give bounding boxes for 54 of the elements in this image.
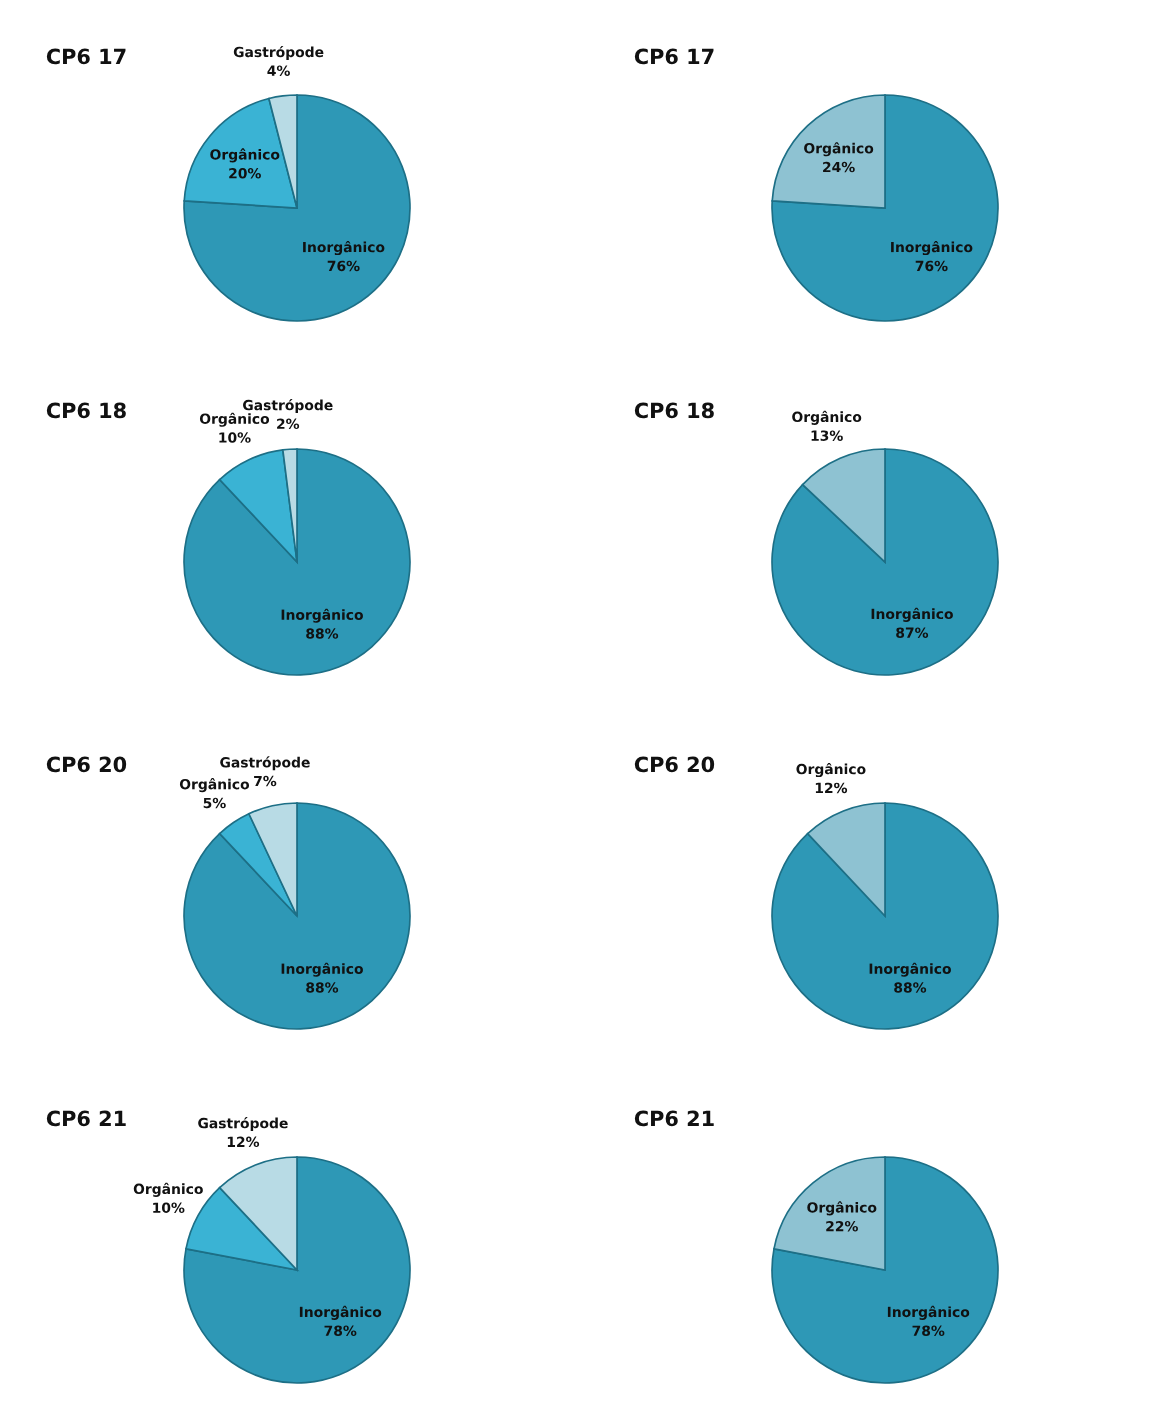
data-label: 20%: [229, 168, 261, 179]
slice-label: Gastrópode: [198, 1117, 288, 1132]
slice-label: Gastrópode: [233, 45, 324, 60]
data-label: 76%: [915, 260, 948, 272]
slice-label: Orgânico: [179, 778, 250, 793]
pie-slice: [771, 448, 999, 676]
slice-label: Inorgânico: [869, 962, 951, 977]
data-label: 7%: [254, 775, 277, 787]
data-label: 5%: [203, 797, 226, 809]
slice-label: Orgânico: [807, 1201, 877, 1216]
pie-slice: [771, 94, 999, 322]
pie-slice: [771, 802, 999, 1030]
data-label: 88%: [894, 982, 927, 993]
data-label: 22%: [826, 1220, 858, 1232]
chart-title: CP6 17: [634, 48, 714, 65]
slice-label: Inorgânico: [281, 608, 363, 623]
pie-slice: [183, 94, 411, 322]
data-label: 24%: [823, 161, 855, 173]
data-label: 88%: [306, 628, 339, 639]
data-label: 2%: [277, 418, 300, 430]
chart-title: CP6 21: [634, 1110, 714, 1127]
data-label: 13%: [811, 430, 843, 441]
data-label: 10%: [153, 1202, 185, 1213]
slice-label: Gastrópode: [220, 756, 310, 771]
data-label: 78%: [912, 1325, 945, 1336]
slice-label: Orgânico: [199, 412, 270, 427]
data-label: 76%: [327, 260, 360, 272]
slice-label: Inorgânico: [871, 607, 953, 622]
data-label: 12%: [227, 1136, 260, 1148]
data-label: 88%: [306, 982, 339, 993]
chart-title: CP6 20: [46, 756, 127, 773]
data-label: 10%: [219, 432, 251, 443]
chart-title: CP6 18: [634, 402, 714, 419]
slice-label: Inorgânico: [281, 962, 363, 977]
pie-slice: [183, 448, 411, 676]
chart-title: CP6 17: [46, 48, 126, 65]
slice-label: Inorgânico: [887, 1305, 970, 1320]
slice-label: Inorgânico: [299, 1305, 382, 1320]
slice-label: Orgânico: [804, 142, 874, 157]
data-label: 78%: [324, 1325, 357, 1336]
chart-title: CP6 20: [634, 756, 715, 773]
pie-slice: [771, 1156, 999, 1384]
slice-label: Orgânico: [133, 1182, 203, 1197]
data-label: 4%: [267, 65, 290, 76]
slice-label: Orgânico: [792, 410, 862, 425]
slice-label: Orgânico: [796, 763, 866, 778]
slice-label: Gastrópode: [243, 399, 333, 414]
data-label: 87%: [896, 627, 929, 638]
data-label: 12%: [815, 782, 848, 794]
slice-label: Orgânico: [210, 148, 280, 163]
slice-label: Inorgânico: [891, 241, 973, 256]
chart-title: CP6 18: [46, 402, 126, 419]
slice-label: Inorgânico: [303, 241, 385, 256]
chart-title: CP6 21: [46, 1110, 126, 1127]
